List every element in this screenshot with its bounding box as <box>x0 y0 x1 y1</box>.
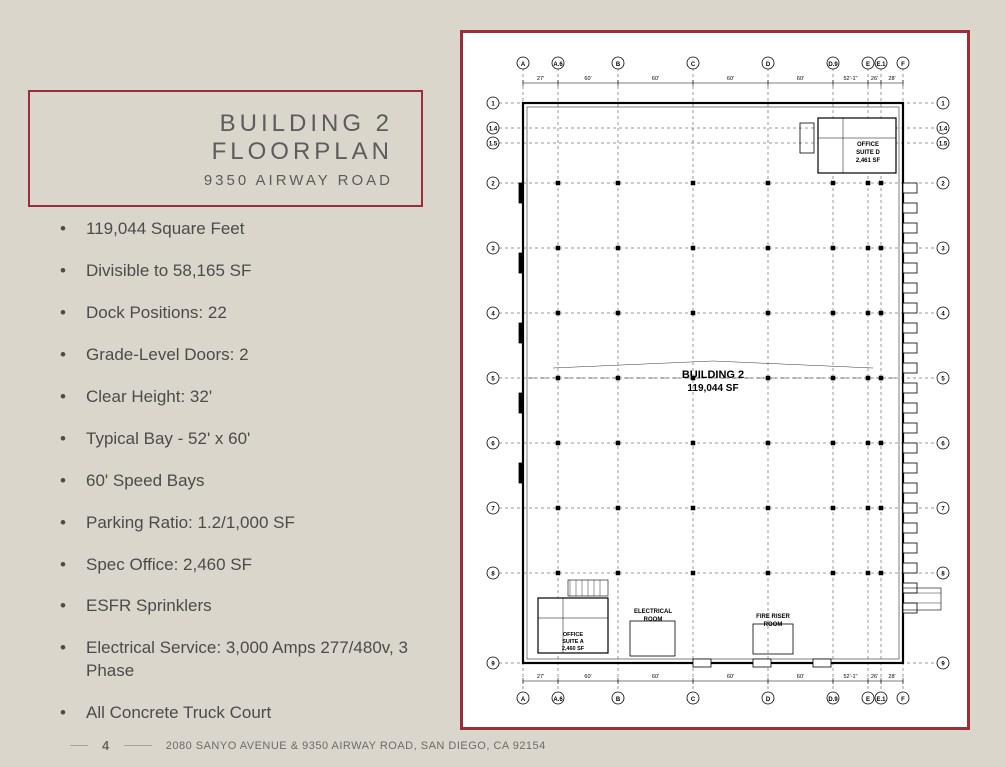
svg-text:E: E <box>866 697 870 703</box>
feature-item: ESFR Sprinklers <box>60 595 420 618</box>
svg-text:E.1: E.1 <box>876 62 886 68</box>
svg-text:A: A <box>521 697 526 703</box>
feature-item: All Concrete Truck Court <box>60 702 420 725</box>
title-main: BUILDING 2 FLOORPLAN <box>58 110 393 166</box>
svg-text:119,044 SF: 119,044 SF <box>687 383 738 394</box>
svg-text:1.5: 1.5 <box>489 142 498 148</box>
svg-text:BUILDING 2: BUILDING 2 <box>682 369 744 381</box>
svg-text:E: E <box>866 62 870 68</box>
feature-item: Dock Positions: 22 <box>60 302 420 325</box>
svg-text:60': 60' <box>584 76 591 82</box>
svg-text:D: D <box>766 62 771 68</box>
svg-text:OFFICE: OFFICE <box>857 142 879 148</box>
svg-text:A: A <box>521 62 526 68</box>
svg-text:C: C <box>691 62 696 68</box>
feature-item: Divisible to 58,165 SF <box>60 260 420 283</box>
svg-text:60': 60' <box>727 76 734 82</box>
svg-text:60': 60' <box>727 674 734 680</box>
svg-text:28': 28' <box>888 76 895 82</box>
svg-text:ROOM: ROOM <box>644 617 663 623</box>
svg-text:26': 26' <box>871 76 878 82</box>
floorplan-diagram: AAA.6A.6BBCCDDD.9D.9EEE.1E.1FF111.41.41.… <box>463 33 967 727</box>
svg-text:D.9: D.9 <box>828 62 838 68</box>
svg-text:60': 60' <box>652 674 659 680</box>
feature-item: Parking Ratio: 1.2/1,000 SF <box>60 512 420 535</box>
svg-text:OFFICE: OFFICE <box>563 632 583 638</box>
svg-text:52'-1": 52'-1" <box>843 674 857 680</box>
page-number: 4 <box>102 738 110 753</box>
svg-text:2,460 SF: 2,460 SF <box>562 646 585 652</box>
svg-text:1.4: 1.4 <box>489 127 498 133</box>
svg-text:2,461 SF: 2,461 SF <box>856 158 881 164</box>
feature-item: Typical Bay - 52' x 60' <box>60 428 420 451</box>
svg-text:27': 27' <box>537 674 544 680</box>
svg-text:SUITE A: SUITE A <box>562 639 584 645</box>
feature-list: 119,044 Square Feet Divisible to 58,165 S… <box>60 218 420 744</box>
svg-text:60': 60' <box>584 674 591 680</box>
svg-text:ROOM: ROOM <box>764 622 783 628</box>
feature-item: Electrical Service: 3,000 Amps 277/480v,… <box>60 637 420 683</box>
svg-text:E.1: E.1 <box>876 697 886 703</box>
svg-text:60': 60' <box>797 674 804 680</box>
svg-text:52'-1": 52'-1" <box>843 76 857 82</box>
footer: 4 2080 SANYO AVENUE & 9350 AIRWAY ROAD, … <box>70 738 970 753</box>
svg-text:D: D <box>766 697 771 703</box>
svg-text:F: F <box>901 697 905 703</box>
svg-text:B: B <box>616 697 621 703</box>
svg-text:60': 60' <box>652 76 659 82</box>
svg-text:1.4: 1.4 <box>939 127 948 133</box>
svg-text:27': 27' <box>537 76 544 82</box>
svg-text:A.6: A.6 <box>553 62 563 68</box>
svg-text:SUITE D: SUITE D <box>856 150 880 156</box>
floorplan-frame: AAA.6A.6BBCCDDD.9D.9EEE.1E.1FF111.41.41.… <box>460 30 970 730</box>
footer-rule <box>70 745 88 746</box>
svg-text:ELECTRICAL: ELECTRICAL <box>634 609 672 615</box>
svg-text:B: B <box>616 62 621 68</box>
svg-text:1.5: 1.5 <box>939 142 948 148</box>
feature-item: Grade-Level Doors: 2 <box>60 344 420 367</box>
title-box: BUILDING 2 FLOORPLAN 9350 AIRWAY ROAD <box>28 90 423 207</box>
title-sub: 9350 AIRWAY ROAD <box>58 172 393 189</box>
feature-item: 60' Speed Bays <box>60 470 420 493</box>
footer-address: 2080 SANYO AVENUE & 9350 AIRWAY ROAD, SA… <box>166 740 546 752</box>
svg-text:D.9: D.9 <box>828 697 838 703</box>
feature-item: Clear Height: 32' <box>60 386 420 409</box>
svg-text:A.6: A.6 <box>553 697 563 703</box>
svg-text:FIRE RISER: FIRE RISER <box>756 614 790 620</box>
svg-text:F: F <box>901 62 905 68</box>
svg-text:60': 60' <box>797 76 804 82</box>
feature-item: Spec Office: 2,460 SF <box>60 554 420 577</box>
svg-text:28': 28' <box>888 674 895 680</box>
feature-item: 119,044 Square Feet <box>60 218 420 241</box>
svg-text:C: C <box>691 697 696 703</box>
svg-text:26': 26' <box>871 674 878 680</box>
footer-rule <box>124 745 152 746</box>
